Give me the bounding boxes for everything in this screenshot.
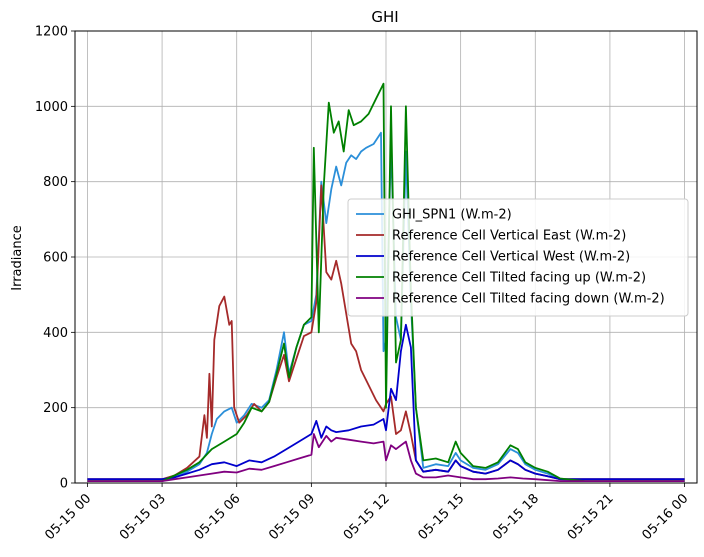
series-line-4	[87, 82, 685, 483]
x-tick-label: 05-15 12	[341, 491, 393, 543]
y-tick-label: 0	[60, 477, 68, 492]
y-tick-label: 200	[43, 401, 68, 416]
x-tick-label: 05-15 00	[42, 491, 94, 543]
y-tick-label: 800	[43, 175, 68, 190]
legend-entry-3: Reference Cell Vertical West (W.m-2)	[392, 250, 630, 265]
y-axis-label: Irradiance	[10, 225, 25, 290]
x-tick-label: 05-15 21	[565, 491, 617, 543]
legend-entry-5: Reference Cell Tilted facing down (W.m-2…	[392, 292, 665, 307]
series-line-5	[87, 433, 685, 483]
x-tick-label: 05-15 09	[266, 491, 318, 543]
x-tick-label: 05-15 03	[117, 491, 169, 543]
x-tick-label: 05-15 15	[416, 491, 468, 543]
legend-entry-4: Reference Cell Tilted facing up (W.m-2)	[392, 271, 646, 286]
legend: GHI_SPN1 (W.m-2) Reference Cell Vertical …	[347, 198, 689, 317]
y-axis-ticks: 0 200 400 600 800 1000 1200	[35, 25, 75, 492]
legend-entry-2: Reference Cell Vertical East (W.m-2)	[392, 229, 626, 244]
y-tick-label: 1000	[35, 100, 68, 115]
y-tick-label: 400	[43, 326, 68, 341]
x-tick-label: 05-15 06	[192, 491, 244, 543]
series-line-1	[87, 131, 685, 483]
y-tick-label: 1200	[35, 25, 68, 40]
y-tick-label: 600	[43, 251, 68, 266]
x-tick-label: 05-16 00	[639, 491, 691, 543]
x-axis-ticks: 05-15 00 05-15 03 05-15 06 05-15 09 05-15 12…	[42, 483, 691, 543]
chart-title: GHI	[371, 8, 398, 26]
series-lines	[87, 82, 685, 483]
series-line-3	[87, 323, 685, 481]
x-tick-label: 05-15 18	[490, 491, 542, 543]
legend-box	[347, 198, 689, 317]
legend-entry-1: GHI_SPN1 (W.m-2)	[392, 208, 512, 223]
